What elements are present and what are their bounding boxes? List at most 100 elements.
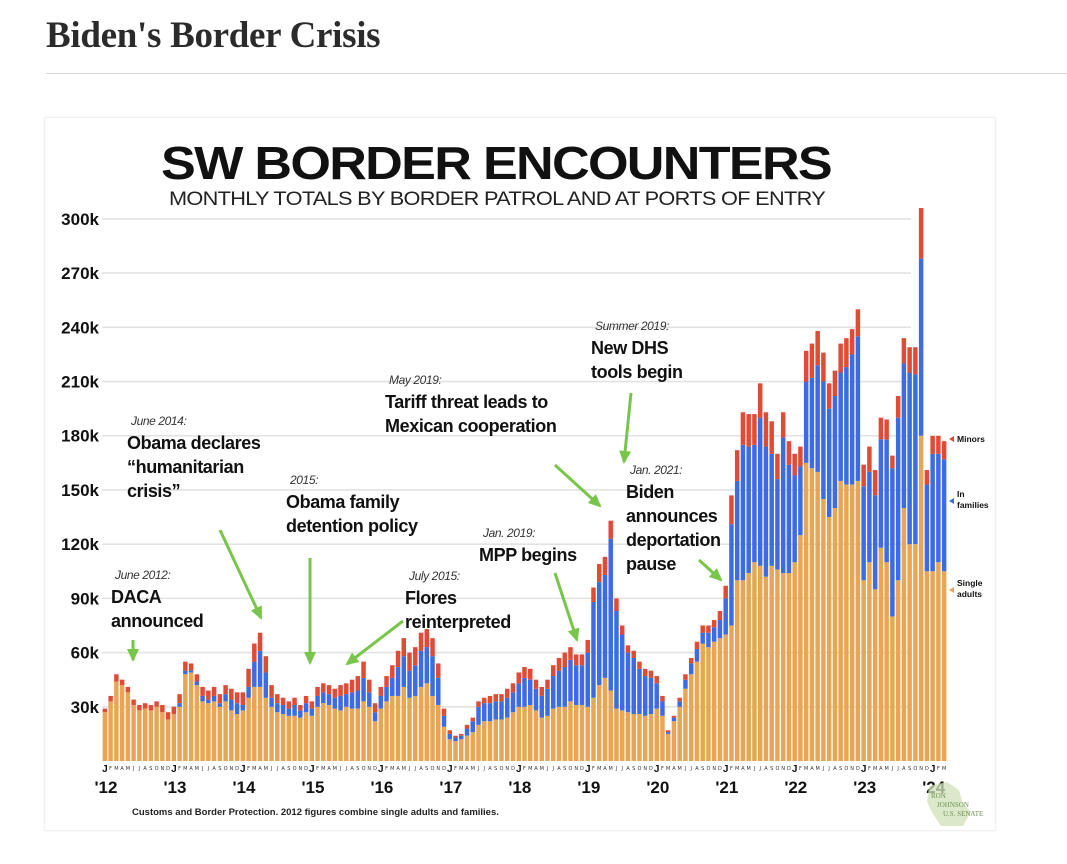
bar-in-families bbox=[528, 679, 533, 705]
bar-single-adults bbox=[775, 569, 780, 761]
bar-in-families bbox=[482, 703, 487, 722]
x-month-label: N bbox=[367, 766, 371, 772]
bar-in-families bbox=[286, 708, 292, 716]
bar-in-families bbox=[867, 471, 872, 563]
bar-single-adults bbox=[499, 719, 504, 761]
bar-minors bbox=[775, 453, 780, 480]
bar-single-adults bbox=[137, 710, 142, 761]
bar-minors bbox=[867, 446, 872, 472]
annotation-text: deportation bbox=[626, 530, 721, 550]
bar-single-adults bbox=[884, 562, 889, 761]
bar-minors bbox=[183, 661, 188, 671]
x-month-label: J bbox=[414, 766, 416, 772]
x-month-label: M bbox=[873, 766, 877, 772]
bar-minors bbox=[240, 692, 246, 705]
x-month-label: N bbox=[229, 766, 233, 772]
bar-in-families bbox=[746, 446, 751, 574]
x-month-label: M bbox=[884, 766, 888, 772]
x-month-label: J bbox=[138, 766, 140, 772]
x-month-label: D bbox=[580, 766, 584, 772]
bar-minors bbox=[895, 395, 901, 418]
bar-single-adults bbox=[355, 708, 361, 761]
bar-single-adults bbox=[298, 717, 303, 761]
bar-single-adults bbox=[757, 565, 763, 761]
bar-single-adults bbox=[660, 715, 665, 761]
bar-single-adults bbox=[303, 712, 309, 761]
annotation-text: Obama family bbox=[286, 492, 400, 512]
x-month-label: J bbox=[270, 766, 272, 772]
bar-minors bbox=[372, 703, 378, 713]
bar-in-families bbox=[252, 661, 257, 687]
bar-in-families bbox=[752, 444, 757, 563]
x-month-label: M bbox=[597, 766, 601, 772]
bar-minors bbox=[711, 620, 717, 628]
x-month-label: F bbox=[454, 766, 457, 772]
bar-single-adults bbox=[654, 708, 659, 761]
bar-single-adults bbox=[867, 562, 872, 761]
bar-single-adults bbox=[505, 717, 510, 761]
bar-minors bbox=[344, 683, 349, 695]
x-month-label: N bbox=[436, 766, 440, 772]
bar-minors bbox=[188, 663, 194, 671]
bar-single-adults bbox=[855, 480, 861, 761]
bar-minors bbox=[430, 638, 435, 657]
bar-in-families bbox=[924, 484, 930, 572]
x-month-label: M bbox=[126, 766, 130, 772]
bar-single-adults bbox=[165, 719, 171, 761]
bar-minors bbox=[378, 686, 384, 696]
bar-minors bbox=[591, 587, 596, 602]
bar-minors bbox=[573, 654, 579, 666]
bar-in-families bbox=[757, 417, 763, 566]
bar-single-adults bbox=[102, 712, 108, 761]
bar-minors bbox=[832, 370, 838, 396]
bar-minors bbox=[361, 661, 366, 678]
bar-single-adults bbox=[240, 710, 246, 761]
bar-in-families bbox=[384, 686, 389, 702]
bar-single-adults bbox=[729, 625, 734, 761]
bar-single-adults bbox=[573, 704, 579, 761]
bar-in-families bbox=[556, 670, 562, 707]
x-month-label: F bbox=[178, 766, 181, 772]
x-month-label: N bbox=[505, 766, 509, 772]
bar-single-adults bbox=[280, 714, 286, 761]
x-month-label: J bbox=[615, 766, 617, 772]
bar-minors bbox=[493, 694, 498, 702]
bar-in-families bbox=[861, 486, 866, 581]
bar-in-families bbox=[706, 632, 711, 648]
x-month-label: J bbox=[896, 766, 898, 772]
arrowhead-icon bbox=[708, 568, 723, 582]
bar-in-families bbox=[821, 381, 826, 499]
bar-minors bbox=[723, 585, 728, 599]
bar-single-adults bbox=[338, 710, 343, 761]
x-month-label: A bbox=[902, 766, 906, 772]
x-month-label: F bbox=[385, 766, 388, 772]
bar-single-adults bbox=[602, 677, 608, 761]
bar-minors bbox=[464, 724, 470, 729]
bar-in-families bbox=[401, 656, 407, 687]
bar-minors bbox=[706, 625, 711, 633]
bar-single-adults bbox=[119, 685, 125, 761]
annotation-date: June 2014: bbox=[130, 414, 186, 428]
y-tick-label: 300k bbox=[61, 210, 99, 229]
bar-in-families bbox=[441, 715, 447, 727]
bar-single-adults bbox=[326, 704, 332, 761]
x-month-label: J bbox=[792, 764, 798, 775]
bar-in-families bbox=[798, 466, 803, 536]
x-month-label: F bbox=[109, 766, 112, 772]
annotation: May 2019: Tariff threat leads to Mexican c… bbox=[385, 373, 602, 508]
bar-minors bbox=[763, 412, 769, 447]
bar-in-families bbox=[315, 695, 320, 707]
bar-minors bbox=[263, 656, 269, 673]
bar-in-families bbox=[895, 417, 901, 581]
bar-in-families bbox=[424, 647, 430, 684]
legend-pointer-icon bbox=[949, 587, 954, 593]
bar-minors bbox=[234, 692, 240, 704]
bar-minors bbox=[619, 625, 625, 635]
bar-minors bbox=[154, 701, 159, 707]
bar-single-adults bbox=[936, 562, 941, 761]
bar-in-families bbox=[413, 665, 418, 696]
bar-minors bbox=[539, 686, 544, 696]
x-month-label: D bbox=[856, 766, 860, 772]
x-month-label: A bbox=[327, 766, 331, 772]
